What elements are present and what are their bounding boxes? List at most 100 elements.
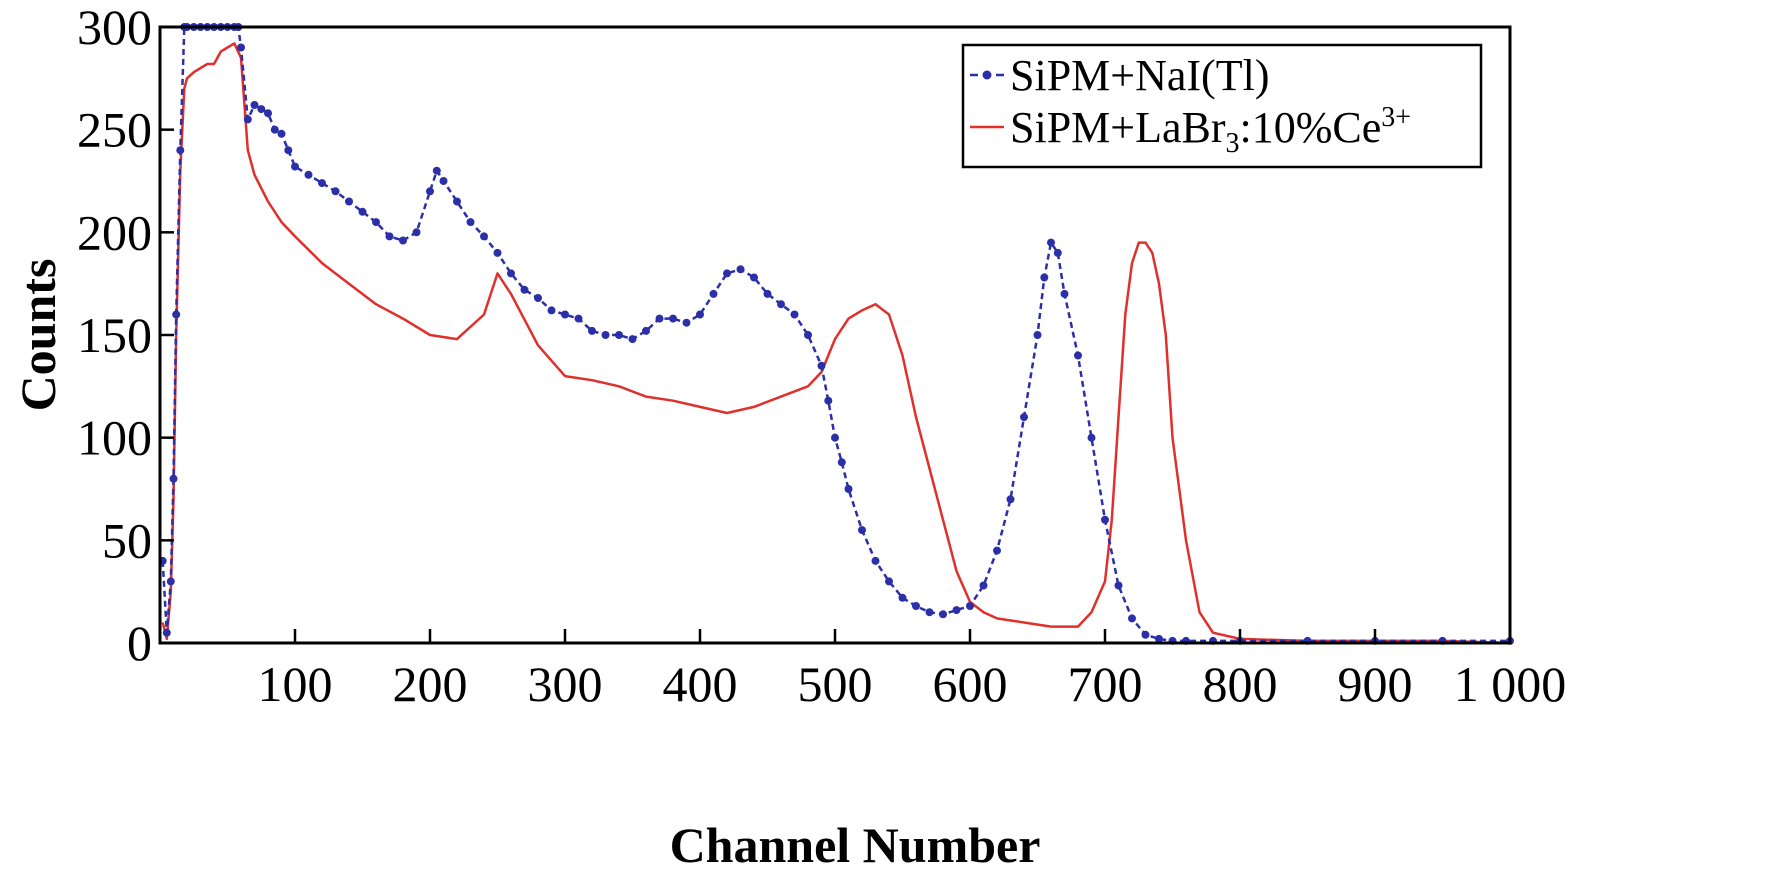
series-point-0-43 (534, 294, 542, 302)
y-tick-label-0: 0 (127, 615, 152, 671)
series-point-0-50 (628, 335, 637, 344)
series-point-0-84 (1047, 238, 1055, 247)
series-point-0-80 (1006, 495, 1015, 504)
x-tick-label-500: 500 (798, 656, 873, 712)
series-point-0-79 (993, 546, 1001, 555)
series-layer (158, 23, 1514, 645)
series-point-0-71 (885, 577, 893, 586)
series-point-0-78 (979, 581, 988, 590)
series-point-0-47 (588, 326, 596, 335)
series-point-0-55 (696, 310, 704, 319)
series-point-0-67 (837, 458, 846, 467)
x-tick-label-200: 200 (393, 656, 468, 712)
y-tick-label-250: 250 (77, 102, 152, 158)
legend: SiPM+NaI(Tl) SiPM+LaBr3:10%Ce3+ (961, 43, 1483, 169)
series-point-0-59 (750, 273, 758, 282)
legend-label-labr: SiPM+LaBr3:10%Ce3+ (1010, 102, 1411, 159)
series-point-0-87 (1074, 351, 1082, 360)
y-tick-label-150: 150 (77, 307, 152, 363)
legend-box (961, 43, 1483, 169)
series-point-0-25 (304, 170, 313, 179)
y-axis-title: Counts (10, 259, 66, 412)
series-point-0-72 (898, 593, 907, 602)
series-point-0-56 (709, 289, 718, 298)
y-tick-label-50: 50 (102, 512, 152, 568)
series-point-0-28 (345, 197, 353, 206)
series-point-0-74 (925, 608, 934, 617)
series-point-0-54 (682, 318, 691, 327)
x-tick-label-100: 100 (258, 656, 333, 712)
series-point-0-48 (601, 331, 610, 339)
series-point-0-49 (615, 331, 623, 339)
series-point-0-86 (1060, 289, 1069, 298)
x-tick-label-800: 800 (1203, 656, 1278, 712)
series-point-0-51 (642, 326, 650, 335)
series-point-0-53 (669, 314, 677, 323)
x-axis: 100 200 300 400 500 600 700 800 900 1 000 (258, 629, 1567, 712)
series-point-0-22 (277, 129, 286, 138)
series-point-0-34 (426, 187, 434, 196)
series-point-0-21 (270, 125, 279, 134)
series-point-0-27 (331, 187, 340, 196)
legend-label-labr-sup: 3+ (1381, 102, 1411, 133)
series-point-0-52 (655, 314, 664, 323)
series-point-0-32 (399, 236, 407, 245)
x-axis-title: Channel Number (670, 817, 1041, 873)
series-point-0-19 (257, 105, 266, 114)
legend-marker-nai (982, 70, 992, 80)
series-point-0-68 (844, 485, 853, 493)
series-point-0-60 (763, 289, 772, 298)
series-line-0 (161, 25, 1510, 643)
x-tick-label-700: 700 (1068, 656, 1143, 712)
series-point-0-75 (939, 610, 947, 619)
series-point-0-91 (1128, 614, 1136, 623)
series-point-0-31 (385, 232, 394, 241)
series-point-0-33 (412, 228, 421, 237)
series-point-0-90 (1114, 581, 1123, 590)
legend-label-nai: SiPM+NaI(Tl) (1010, 51, 1269, 100)
series-point-0-73 (912, 602, 920, 610)
legend-label-labr-sub: 3 (1226, 128, 1240, 159)
x-tick-label-600: 600 (933, 656, 1008, 712)
series-point-0-61 (777, 300, 785, 309)
series-point-0-89 (1101, 515, 1109, 524)
legend-label-labr-main: SiPM+LaBr (1010, 103, 1226, 152)
series-point-0-5 (176, 146, 185, 155)
x-tick-label-1000: 1 000 (1454, 656, 1567, 712)
series-point-0-46 (574, 314, 583, 323)
series-point-0-82 (1033, 331, 1042, 339)
series-point-0-4 (172, 310, 181, 319)
series-point-0-3 (169, 474, 178, 483)
series-point-0-37 (453, 197, 461, 206)
series-point-0-20 (264, 109, 272, 118)
series-point-0-92 (1141, 630, 1150, 639)
x-tick-label-900: 900 (1338, 656, 1413, 712)
series-point-0-76 (952, 606, 961, 615)
series-point-0-38 (466, 218, 475, 227)
x-tick-label-400: 400 (663, 656, 738, 712)
series-point-0-26 (318, 179, 326, 188)
series-point-0-2 (166, 577, 175, 586)
series-point-0-45 (561, 310, 569, 319)
series-point-0-24 (291, 162, 299, 171)
series-point-0-64 (817, 361, 826, 370)
series-point-0-39 (480, 232, 488, 241)
series-point-0-69 (858, 526, 866, 535)
y-tick-label-100: 100 (77, 410, 152, 466)
series-point-0-70 (871, 556, 880, 565)
series-point-0-83 (1040, 273, 1049, 282)
legend-label-labr-rest: :10%Ce (1240, 103, 1382, 152)
series-point-0-81 (1020, 413, 1028, 422)
series-point-0-23 (284, 146, 293, 155)
series-point-0-57 (723, 269, 731, 278)
series-point-0-44 (547, 306, 556, 315)
series-point-0-58 (736, 265, 745, 274)
series-point-0-40 (493, 248, 502, 257)
series-point-0-77 (966, 602, 974, 610)
series-point-0-88 (1087, 433, 1096, 442)
series-point-0-42 (520, 285, 529, 294)
series-point-0-41 (507, 269, 515, 278)
series-point-0-35 (432, 166, 441, 175)
series-point-0-36 (439, 177, 448, 185)
